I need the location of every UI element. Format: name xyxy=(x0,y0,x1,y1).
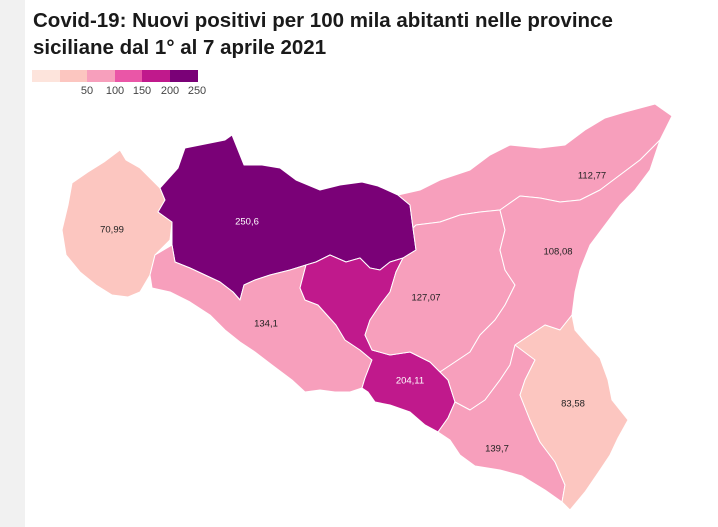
label-catania: 108,08 xyxy=(543,247,572,258)
province-siracusa[interactable] xyxy=(514,314,629,511)
label-agrigento: 134,1 xyxy=(254,319,278,330)
title-line-2: siciliane dal 1° al 7 aprile 2021 xyxy=(33,36,327,59)
legend-swatch-3 xyxy=(87,70,115,82)
legend-swatch-1 xyxy=(32,70,60,82)
legend-tick-250: 250 xyxy=(187,85,207,97)
legend-tick-100: 100 xyxy=(105,85,125,97)
legend-swatch-4 xyxy=(114,70,143,82)
label-palermo: 250,6 xyxy=(235,217,259,228)
map-value-labels: 70,99 250,6 112,77 134,1 204,11 127,07 1… xyxy=(100,171,606,455)
color-legend: 50 100 150 200 250 xyxy=(32,70,206,98)
legend-swatch-5 xyxy=(142,70,170,82)
label-messina: 112,77 xyxy=(578,171,606,182)
title-line-1: Covid-19: Nuovi positivi per 100 mila ab… xyxy=(33,9,613,32)
legend-tick-50: 50 xyxy=(80,85,94,97)
label-caltanissetta: 204,11 xyxy=(396,376,424,387)
legend-tick-150: 150 xyxy=(132,85,152,97)
legend-swatches xyxy=(32,70,198,82)
legend-swatch-6 xyxy=(169,70,198,82)
legend-tick-labels: 50 100 150 200 250 xyxy=(32,84,206,98)
label-trapani: 70,99 xyxy=(100,225,124,236)
map-title: Covid-19: Nuovi positivi per 100 mila ab… xyxy=(33,7,683,61)
label-siracusa: 83,58 xyxy=(561,399,585,410)
label-ragusa: 139,7 xyxy=(485,444,509,455)
label-enna: 127,07 xyxy=(411,293,440,304)
legend-swatch-2 xyxy=(59,70,88,82)
legend-tick-200: 200 xyxy=(160,85,180,97)
province-trapani[interactable] xyxy=(61,149,173,298)
